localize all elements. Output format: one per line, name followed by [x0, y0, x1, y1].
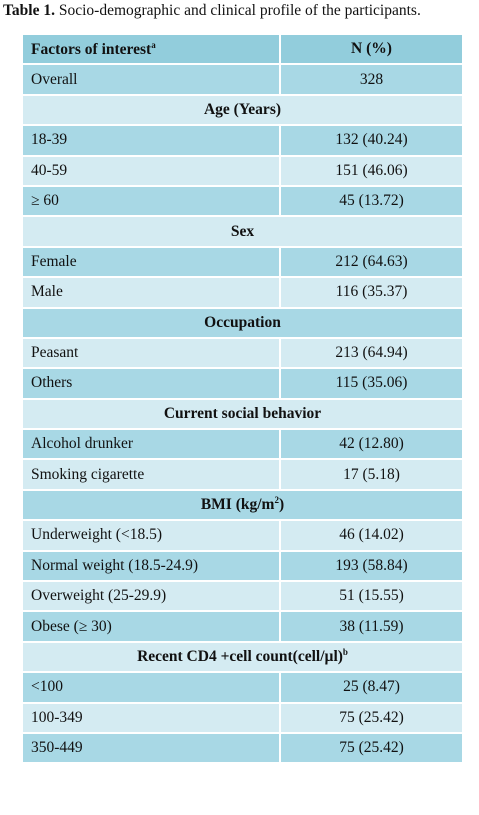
- factor-cell: Normal weight (18.5-24.9): [21, 549, 281, 583]
- cell-text: Age (Years): [203, 100, 282, 118]
- factor-cell: Peasant: [21, 336, 281, 370]
- section-cell: Recent CD4 +cell count(cell/µl)b: [21, 640, 464, 674]
- caption-label: Table 1.: [3, 2, 55, 19]
- data-row: 100-349 75 (25.42): [21, 701, 464, 734]
- factor-cell: Underweight (<18.5): [21, 519, 281, 552]
- cell-text: N (%): [351, 40, 392, 58]
- data-row: Overweight (25-29.9) 51 (15.55): [21, 580, 464, 613]
- value-cell: 17 (5.18): [279, 458, 464, 491]
- data-row: Overall 328: [21, 63, 464, 96]
- section-row: Current social behavior: [21, 397, 464, 431]
- data-row: Obese (≥ 30) 38 (11.59): [21, 610, 464, 643]
- section-cell: BMI (kg/m2): [21, 488, 464, 522]
- factor-cell: Smoking cigarette: [21, 458, 281, 491]
- cell-text: Current social behavior: [163, 404, 322, 422]
- superscript: a: [151, 39, 156, 50]
- header-cell: Factors of interesta: [21, 32, 281, 66]
- value-cell: 46 (14.02): [279, 519, 464, 552]
- factor-cell: Male: [21, 276, 281, 309]
- value-cell: 151 (46.06): [279, 154, 464, 187]
- data-row: Smoking cigarette 17 (5.18): [21, 458, 464, 491]
- value-cell: 132 (40.24): [279, 124, 464, 157]
- cell-text: Factors of interest: [31, 40, 152, 58]
- table: Factors of interesta N (%) Overall 328 Age (…: [21, 32, 464, 765]
- factor-cell: Alcohol drunker: [21, 428, 281, 461]
- data-row: 40-59 151 (46.06): [21, 154, 464, 187]
- value-cell: 42 (12.80): [279, 428, 464, 461]
- value-cell: 51 (15.55): [279, 580, 464, 613]
- data-row: Female 212 (64.63): [21, 245, 464, 279]
- factor-cell: Overweight (25-29.9): [21, 580, 281, 613]
- header-row: Factors of interesta N (%): [21, 32, 464, 66]
- factor-cell: Female: [21, 245, 281, 279]
- section-row: Occupation: [21, 306, 464, 339]
- data-row: 350-449 75 (25.42): [21, 731, 464, 765]
- value-cell: 328: [279, 63, 464, 96]
- cell-text: Recent CD4 +cell count(cell/µl): [137, 648, 343, 666]
- value-cell: 213 (64.94): [279, 336, 464, 370]
- value-cell: 193 (58.84): [279, 549, 464, 583]
- value-cell: 116 (35.37): [279, 276, 464, 309]
- section-cell: Current social behavior: [21, 397, 464, 431]
- section-row: Age (Years): [21, 93, 464, 127]
- factor-cell: 350-449: [21, 731, 281, 765]
- data-row: Others 115 (35.06): [21, 367, 464, 400]
- data-row: 18-39 132 (40.24): [21, 124, 464, 157]
- superscript: b: [342, 647, 348, 658]
- value-cell: 75 (25.42): [279, 731, 464, 765]
- value-cell: 25 (8.47): [279, 671, 464, 704]
- factor-cell: Others: [21, 367, 281, 400]
- data-row: Underweight (<18.5) 46 (14.02): [21, 519, 464, 552]
- factor-cell: 40-59: [21, 154, 281, 187]
- cell-text: Sex: [230, 222, 255, 240]
- caption: Table 1. Socio-demographic and clinical …: [3, 2, 421, 20]
- data-row: Alcohol drunker 42 (12.80): [21, 428, 464, 461]
- factor-cell: <100: [21, 671, 281, 704]
- factor-cell: 18-39: [21, 124, 281, 157]
- value-cell: 212 (64.63): [279, 245, 464, 279]
- factor-cell: 100-349: [21, 701, 281, 734]
- value-cell: 115 (35.06): [279, 367, 464, 400]
- factor-cell: ≥ 60: [21, 184, 281, 218]
- header-cell: N (%): [279, 32, 464, 66]
- cell-text: ): [278, 496, 285, 514]
- superscript: 2: [274, 495, 279, 506]
- value-cell: 38 (11.59): [279, 610, 464, 643]
- data-row: ≥ 60 45 (13.72): [21, 184, 464, 218]
- cell-text: BMI (kg/m: [200, 496, 275, 514]
- data-row: Normal weight (18.5-24.9) 193 (58.84): [21, 549, 464, 583]
- value-cell: 45 (13.72): [279, 184, 464, 218]
- data-row: Peasant 213 (64.94): [21, 336, 464, 370]
- section-row: Recent CD4 +cell count(cell/µl)b: [21, 640, 464, 674]
- section-row: BMI (kg/m2): [21, 488, 464, 522]
- section-row: Sex: [21, 215, 464, 248]
- value-cell: 75 (25.42): [279, 701, 464, 734]
- section-cell: Occupation: [21, 306, 464, 339]
- data-row: <100 25 (8.47): [21, 671, 464, 704]
- data-row: Male 116 (35.37): [21, 276, 464, 309]
- caption-text: Socio-demographic and clinical profile o…: [54, 2, 421, 19]
- section-cell: Sex: [21, 215, 464, 248]
- cell-text: Occupation: [204, 313, 281, 331]
- factor-cell: Obese (≥ 30): [21, 610, 281, 643]
- factor-cell: Overall: [21, 63, 281, 96]
- section-cell: Age (Years): [21, 93, 464, 127]
